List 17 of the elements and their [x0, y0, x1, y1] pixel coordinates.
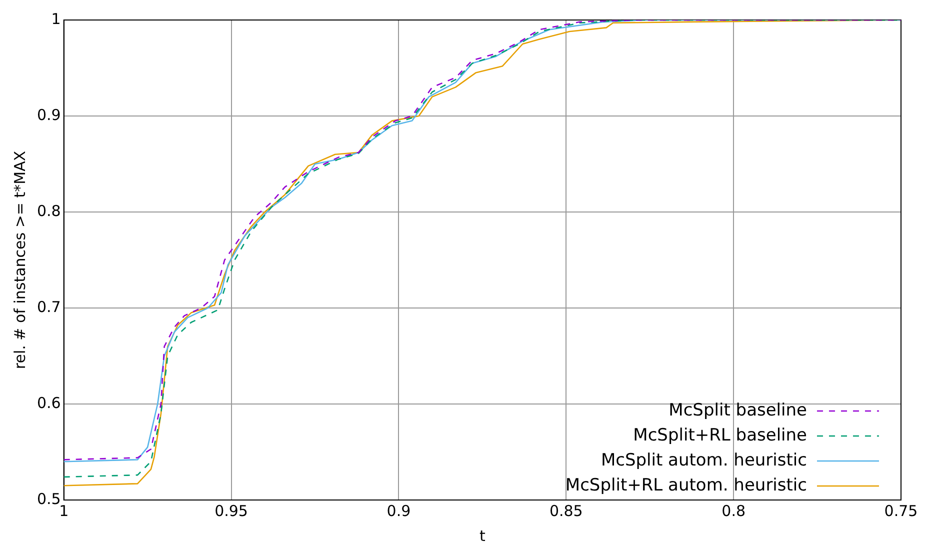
- x-tick-label: 0.9: [386, 502, 411, 520]
- x-axis-title: t: [479, 526, 486, 545]
- y-axis-title: rel. # of instances >= t*MAX: [10, 150, 29, 370]
- y-tick-label: 1: [51, 10, 61, 28]
- y-tick-label: 0.9: [36, 106, 61, 124]
- x-tick-label: 0.85: [549, 502, 583, 520]
- y-tick-label: 0.8: [36, 202, 61, 220]
- legend-label: McSplit+RL autom. heuristic: [565, 475, 807, 496]
- legend-label: McSplit+RL baseline: [633, 425, 807, 446]
- y-tick-label: 0.6: [36, 394, 61, 412]
- legend-label: McSplit baseline: [668, 400, 807, 420]
- y-tick-label: 0.5: [36, 490, 61, 508]
- x-tick-label: 0.95: [214, 502, 248, 520]
- x-tick-label: 0.8: [722, 502, 746, 520]
- legend-label: McSplit autom. heuristic: [600, 450, 807, 470]
- y-tick-label: 0.7: [36, 298, 61, 316]
- x-tick-label: 0.75: [884, 502, 918, 520]
